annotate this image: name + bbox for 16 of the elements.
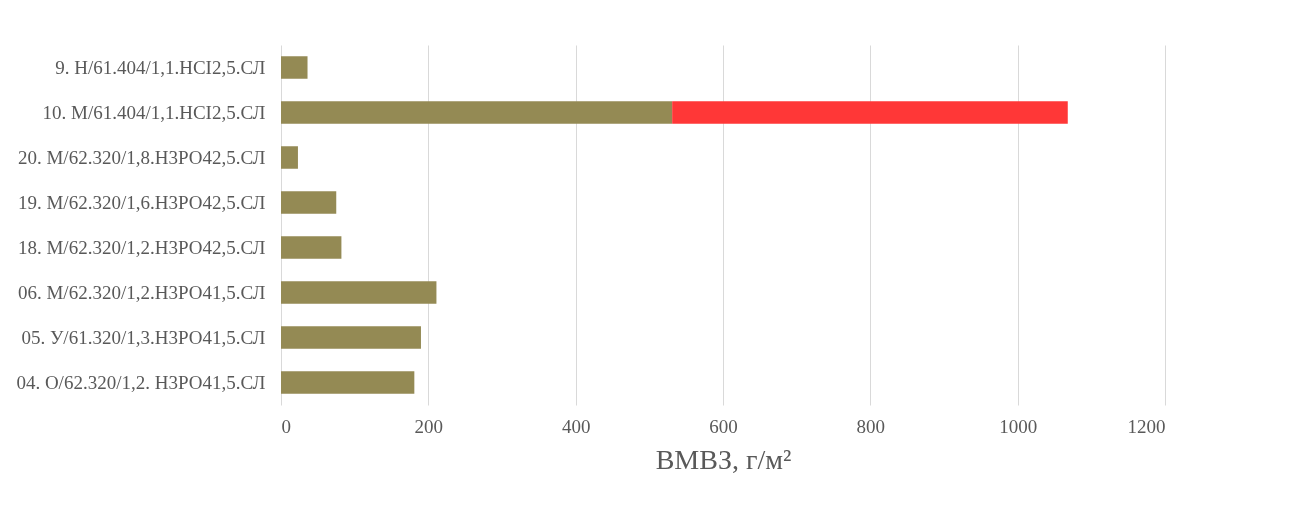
y-tick-label: 04. О/62.320/1,2. Н3РО41,5.СЛ <box>16 371 266 393</box>
x-tick-label: 1200 <box>1127 415 1166 437</box>
x-tick-label: 1000 <box>999 415 1038 437</box>
y-tick-label: 20. М/62.320/1,8.Н3РО42,5.СЛ <box>17 146 266 168</box>
y-tick-label: 05. У/61.320/1,3.Н3РО41,5.СЛ <box>21 326 266 348</box>
y-tick-label: 06. М/62.320/1,2.Н3РО41,5.СЛ <box>17 281 266 303</box>
y-tick-label: 19. М/62.320/1,6.Н3РО42,5.СЛ <box>17 191 266 213</box>
x-axis-title: ВМВЗ, г/м² <box>655 443 792 475</box>
y-tick-label: 10. М/61.404/1,1.НСI2,5.СЛ <box>42 101 266 123</box>
y-tick-label: 9. Н/61.404/1,1.НСI2,5.СЛ <box>55 56 266 78</box>
x-tick-label: 400 <box>561 415 591 437</box>
x-tick-label: 600 <box>709 415 738 437</box>
x-tick-label: 0 <box>281 415 291 437</box>
x-tick-label: 800 <box>856 415 886 437</box>
x-tick-label: 200 <box>414 415 444 437</box>
y-tick-label: 18. М/62.320/1,2.Н3РО42,5.СЛ <box>17 236 266 258</box>
